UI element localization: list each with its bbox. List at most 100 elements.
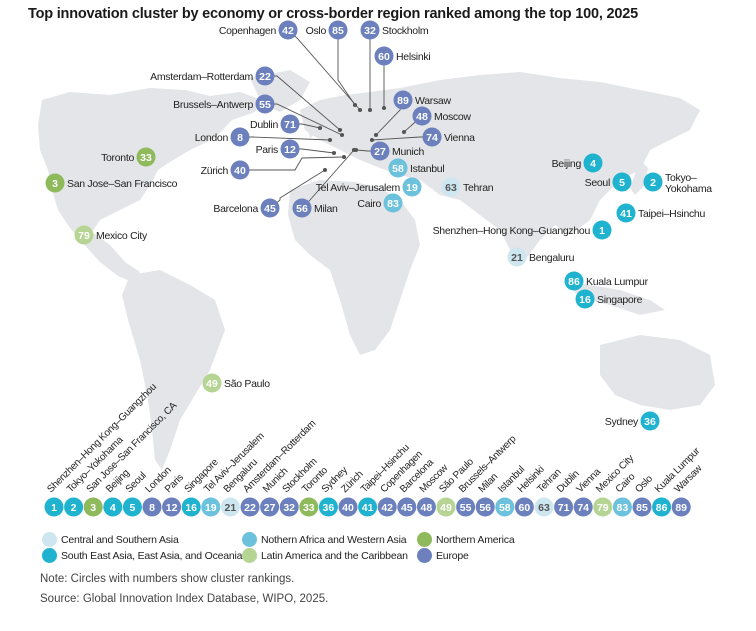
- rank-badge: [45, 173, 65, 193]
- strip-rank-number: 56: [479, 502, 491, 514]
- strip-rank-number: 4: [110, 502, 116, 514]
- rank-badge: [292, 198, 312, 218]
- map-marker-beijing[interactable]: 4 Beijing: [552, 153, 603, 173]
- central-america-landmass: [80, 232, 140, 282]
- map-marker-moscow[interactable]: 48 Moscow: [412, 106, 472, 126]
- strip-rank-badge: [397, 497, 417, 517]
- rank-number: 49: [206, 378, 218, 390]
- map-marker-milan[interactable]: 56 Milan: [292, 198, 339, 218]
- map-marker-barcelona[interactable]: 45 Barcelona: [213, 198, 280, 218]
- rank-badge: [616, 203, 636, 223]
- city-label: Singapore: [597, 294, 643, 306]
- rank-badge: [402, 177, 422, 197]
- map-marker-zurich[interactable]: 40 Zürich: [201, 160, 250, 180]
- map-marker-mexico-city[interactable]: 79 Mexico City: [74, 225, 149, 245]
- legend-label: Northern America: [436, 533, 515, 546]
- map-marker-stockholm[interactable]: 32 Stockholm: [360, 20, 429, 40]
- strip-rank-badge: [358, 497, 378, 517]
- map-marker-london[interactable]: 8 London: [195, 127, 250, 147]
- strip-rank-badge: [652, 497, 672, 517]
- rank-badge: [640, 411, 660, 431]
- rank-badge: [612, 172, 632, 192]
- map-marker-taipei-hsinchu[interactable]: 41 Taipei–Hsinchu: [616, 203, 706, 223]
- strip-rank-number: 16: [185, 502, 197, 514]
- city-label: Tokyo–: [665, 172, 697, 184]
- strip-rank-number: 60: [519, 502, 531, 514]
- rank-badge: [74, 225, 94, 245]
- city-label: Warsaw: [415, 95, 451, 107]
- map-marker-san-jose-san-francisco[interactable]: 3 San Jose–San Francisco: [45, 173, 178, 193]
- city-label: Taipei–Hsinchu: [638, 208, 705, 220]
- strip-rank-number: 21: [225, 502, 237, 514]
- strip-city-label: Oslo: [633, 473, 655, 495]
- rank-number: 1: [599, 225, 605, 237]
- rank-number: 19: [406, 182, 418, 194]
- strip-rank-number: 36: [323, 502, 335, 514]
- map-marker-shenzhen-hong-kong-guangzhou[interactable]: 1 Shenzhen–Hong Kong–Guangzhou: [433, 220, 612, 240]
- legend-item-n-africa-w-asia: Nothern Africa and Western Asia: [242, 532, 407, 547]
- strip-rank-number: 63: [538, 502, 550, 514]
- city-label: Yokohama: [665, 183, 712, 195]
- map-marker-cairo[interactable]: 83 Cairo: [357, 193, 403, 213]
- map-marker-sydney[interactable]: 36 Sydney: [605, 411, 660, 431]
- leader-dot: [331, 150, 337, 156]
- map-marker-amsterdam-rotterdam[interactable]: 22 Amsterdam–Rotterdam: [150, 66, 275, 86]
- map-marker-warsaw[interactable]: 89 Warsaw: [393, 90, 452, 110]
- map-marker-singapore[interactable]: 16 Singapore: [575, 289, 643, 309]
- rank-number: 79: [78, 230, 90, 242]
- leader-dot: [357, 107, 363, 113]
- strip-rank-number: 40: [342, 502, 354, 514]
- strip-rank-number: 86: [656, 502, 668, 514]
- city-label: Barcelona: [213, 203, 258, 215]
- map-marker-tokyo-yokohama[interactable]: 2 Tokyo–Yokohama: [643, 172, 713, 195]
- legend-label: Nothern Africa and Western Asia: [261, 533, 407, 546]
- strip-rank-badge: [181, 497, 201, 517]
- strip-rank-number: 45: [401, 502, 413, 514]
- map-marker-toronto[interactable]: 33 Toronto: [101, 147, 156, 167]
- australia-landmass: [600, 335, 715, 410]
- map-marker-oslo[interactable]: 85 Oslo: [306, 20, 348, 40]
- strip-rank-badge: [671, 497, 691, 517]
- rank-number: 86: [568, 276, 580, 288]
- strip-rank-number: 5: [129, 502, 135, 514]
- map-marker-tel-aviv-jerusalem[interactable]: 19 Tel Aviv–Jerusalem: [316, 177, 422, 197]
- city-label: Munich: [392, 146, 425, 158]
- rank-number: 12: [284, 144, 296, 156]
- rank-number: 5: [619, 177, 625, 189]
- leader-dot: [337, 127, 343, 133]
- strip-rank-number: 41: [362, 502, 374, 514]
- map-marker-bengaluru[interactable]: 21 Bengaluru: [507, 247, 575, 267]
- map-marker-helsinki[interactable]: 60 Helsinki: [374, 46, 431, 66]
- city-label: Vienna: [444, 132, 475, 144]
- legend-swatch: [417, 548, 432, 563]
- map-marker-kuala-lumpur[interactable]: 86 Kuala Lumpur: [564, 271, 649, 291]
- map-marker-tehran[interactable]: 63 Tehran: [441, 177, 494, 197]
- map-marker-copenhagen[interactable]: 42 Copenhagen: [219, 20, 298, 40]
- strip-rank-badge: [64, 497, 84, 517]
- city-label: Stockholm: [382, 25, 429, 37]
- rank-badge: [575, 289, 595, 309]
- rank-badge: [278, 20, 298, 40]
- map-marker-vienna[interactable]: 74 Vienna: [422, 127, 476, 147]
- strip-rank-badge: [44, 497, 64, 517]
- legend-label: Central and Southern Asia: [61, 533, 179, 546]
- leader-dot: [317, 125, 323, 131]
- strip-rank-badge: [103, 497, 123, 517]
- map-marker-sao-paulo[interactable]: 49 São Paulo: [202, 373, 271, 393]
- map-marker-istanbul[interactable]: 58 Istanbul: [388, 158, 445, 178]
- source-text: Source: Global Innovation Index Database…: [40, 593, 329, 605]
- rank-badge: [260, 198, 280, 218]
- map-marker-seoul[interactable]: 5 Seoul: [585, 172, 632, 192]
- city-label: Istanbul: [410, 163, 444, 175]
- leader-dot: [352, 102, 358, 108]
- rank-badge: [280, 114, 300, 134]
- rank-badge: [230, 160, 250, 180]
- map-marker-dublin[interactable]: 71 Dublin: [250, 114, 300, 134]
- rank-number: 36: [644, 416, 656, 428]
- leader-dot: [327, 137, 333, 143]
- map-marker-brussels-antwerp[interactable]: 55 Brussels–Antwerp: [173, 94, 275, 114]
- map-marker-paris[interactable]: 12 Paris: [256, 139, 300, 159]
- map-marker-munich[interactable]: 27 Munich: [370, 141, 425, 161]
- rank-badge: [441, 177, 461, 197]
